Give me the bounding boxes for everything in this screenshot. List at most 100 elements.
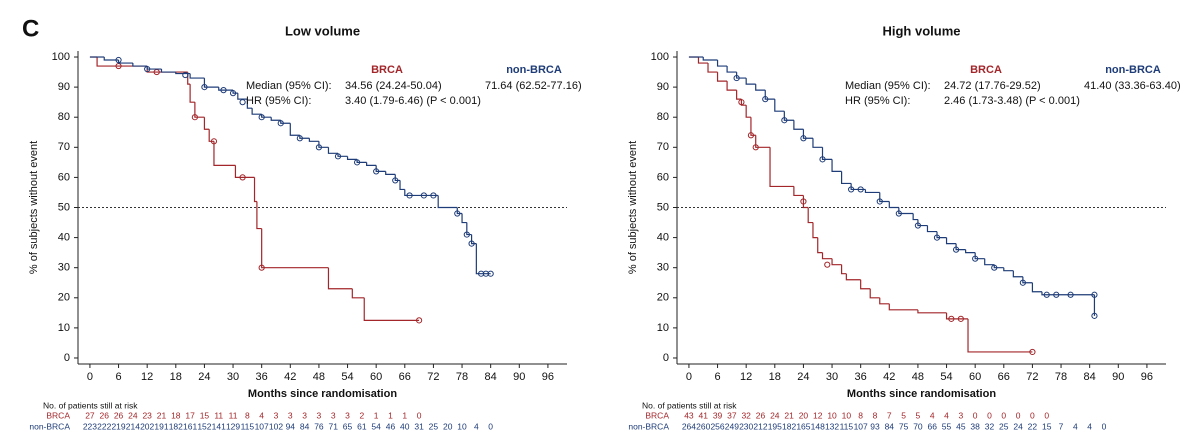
y-tick-label: 80: [657, 111, 669, 123]
censor-mark: [144, 65, 151, 73]
censor-mark: [334, 153, 342, 160]
y-tick-label: 10: [657, 322, 669, 334]
at-risk-count: 32: [741, 410, 751, 420]
x-tick-label: 0: [686, 371, 692, 383]
survival-step: [1041, 291, 1095, 296]
x-tick-label: 54: [341, 371, 353, 383]
at-risk-count: 66: [927, 421, 937, 431]
y-tick-label: 100: [52, 51, 70, 63]
x-tick-label: 90: [1112, 371, 1124, 383]
at-risk-count: 32: [985, 421, 995, 431]
survival-step: [189, 84, 195, 103]
censor-mark: [876, 198, 883, 205]
at-risk-count: 141: [212, 421, 226, 431]
censor-mark: [468, 240, 475, 247]
survival-step: [745, 105, 751, 118]
x-tick-label: 24: [198, 371, 210, 383]
at-risk-count: 3: [331, 410, 336, 420]
survival-step: [1031, 282, 1042, 293]
at-risk-count: 3: [274, 410, 279, 420]
at-risk-count: 4: [474, 421, 479, 431]
survival-step: [755, 84, 766, 91]
censor-mark: [781, 117, 788, 124]
censor-mark: [115, 56, 122, 64]
survival-step: [461, 213, 467, 224]
x-tick-label: 12: [141, 371, 153, 383]
legend-label: BRCA: [970, 64, 1002, 76]
panel-label: C: [22, 15, 39, 42]
survival-step: [289, 123, 300, 136]
survival-step: [327, 147, 339, 154]
at-risk-count: 41: [699, 410, 709, 420]
survival-step: [783, 111, 794, 121]
survival-step: [898, 207, 914, 215]
censor-mark: [420, 192, 427, 199]
survival-step: [840, 171, 852, 185]
censor-mark: [733, 74, 740, 82]
x-tick-label: 12: [740, 371, 752, 383]
x-tick-label: 48: [313, 371, 325, 383]
at-risk-count: 26: [756, 410, 766, 420]
censor-mark: [972, 255, 979, 262]
at-risk-count: 18: [171, 410, 181, 420]
survival-step: [821, 147, 833, 160]
y-tick-label: 40: [58, 232, 70, 244]
survival-step: [218, 87, 234, 91]
annotation-value: 2.46 (1.73-3.48) (P < 0.001): [944, 95, 1080, 107]
survival-step: [256, 201, 262, 230]
at-risk-count: 10: [457, 421, 467, 431]
survival-step: [175, 72, 191, 75]
x-tick-label: 72: [1026, 371, 1038, 383]
survival-step: [327, 267, 353, 290]
censor-mark: [914, 222, 922, 229]
censor-mark: [747, 132, 755, 139]
at-risk-count: 1: [374, 410, 379, 420]
censor-mark: [957, 315, 964, 322]
censor-mark: [738, 99, 745, 106]
survival-step: [375, 165, 386, 172]
at-risk-count: 212: [753, 421, 767, 431]
y-tick-label: 30: [657, 262, 669, 274]
survival-step: [363, 297, 420, 321]
at-risk-count: 5: [916, 410, 921, 420]
censor-mark: [182, 71, 189, 79]
survival-step: [912, 213, 918, 221]
y-tick-label: 90: [657, 81, 669, 93]
survival-step: [967, 318, 1033, 353]
at-risk-count: 8: [873, 410, 878, 420]
at-risk-count: 21: [784, 410, 794, 420]
survival-step: [337, 153, 348, 157]
survival-step: [888, 201, 899, 209]
x-tick-label: 90: [513, 371, 525, 383]
survival-step: [280, 120, 291, 124]
at-risk-count: 0: [987, 410, 992, 420]
censor-mark: [895, 210, 902, 217]
survival-step: [189, 73, 205, 79]
survival-step: [351, 288, 365, 299]
survival-step: [253, 177, 257, 203]
survival-step: [237, 93, 248, 100]
survival-step: [716, 60, 728, 67]
at-risk-count: 3: [317, 410, 322, 420]
survival-step: [96, 57, 148, 67]
x-tick-label: 18: [769, 371, 781, 383]
survival-step: [707, 63, 718, 73]
at-risk-count: 8: [245, 410, 250, 420]
y-tick-label: 20: [657, 292, 669, 304]
at-risk-row-label: BRCA: [46, 410, 70, 420]
y-tick-label: 60: [657, 171, 669, 183]
at-risk-count: 3: [345, 410, 350, 420]
at-risk-count: 0: [488, 421, 493, 431]
at-risk-count: 61: [357, 421, 367, 431]
censor-mark: [800, 198, 807, 205]
x-tick-label: 48: [912, 371, 924, 383]
survival-step: [831, 159, 842, 172]
censor-mark: [487, 270, 494, 277]
at-risk-count: 0: [1102, 421, 1107, 431]
y-tick-label: 70: [58, 141, 70, 153]
survival-step: [860, 279, 871, 290]
censor-mark: [239, 174, 246, 181]
censor-mark: [848, 186, 855, 193]
survival-step: [132, 63, 148, 67]
survival-step: [261, 114, 272, 118]
